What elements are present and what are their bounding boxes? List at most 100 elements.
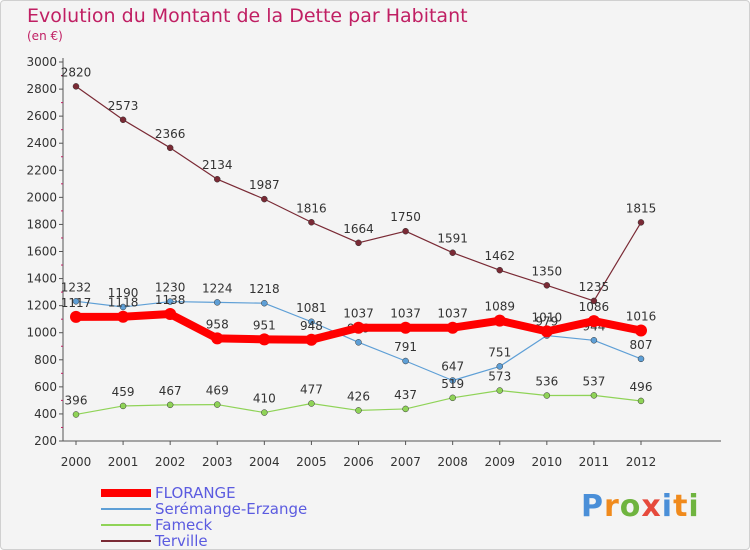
data-label-florange: 958: [206, 317, 229, 331]
data-point-terville: [590, 297, 598, 305]
data-label-florange: 1118: [108, 296, 139, 310]
data-label-ser-mange-erzange: 791: [394, 340, 417, 354]
data-point-fameck: [166, 401, 174, 409]
y-tick-label: 2800: [26, 82, 57, 96]
data-point-florange: [305, 333, 318, 346]
data-label-ser-mange-erzange: 751: [488, 345, 511, 359]
data-point-florange: [635, 324, 647, 337]
data-label-florange: 1037: [437, 307, 468, 321]
data-label-florange: 948: [300, 319, 323, 333]
data-point-florange: [164, 308, 177, 321]
data-point-ser-mange-erzange: [496, 363, 503, 370]
y-tick-label: 1800: [26, 217, 57, 231]
data-point-florange: [258, 333, 271, 346]
x-tick-label: 2000: [61, 455, 92, 469]
data-label-ser-mange-erzange: 1218: [249, 282, 280, 296]
data-label-ser-mange-erzange: 807: [630, 338, 653, 352]
data-label-florange: 1016: [626, 310, 657, 324]
data-point-florange: [540, 325, 553, 338]
data-label-ser-mange-erzange: 1190: [108, 286, 139, 300]
x-tick-label: 2008: [437, 455, 468, 469]
x-tick-label: 2007: [390, 455, 421, 469]
y-tick-label: 2400: [26, 136, 57, 150]
legend-label-florange: FLORANGE: [155, 484, 236, 502]
data-point-florange: [211, 332, 224, 345]
data-point-florange: [493, 314, 506, 327]
x-tick-label: 2006: [343, 455, 374, 469]
data-label-ser-mange-erzange: 1230: [155, 281, 186, 295]
data-point-fameck: [261, 409, 268, 416]
y-tick-label: 400: [34, 407, 57, 421]
legend-swatch-seremange: [101, 508, 151, 510]
data-label-florange: 1010: [532, 310, 563, 324]
y-tick-label: 1000: [26, 326, 57, 340]
x-tick-label: 2005: [296, 455, 327, 469]
legend-label-fameck: Fameck: [155, 516, 213, 534]
legend-label-seremange: Serémange-Erzange: [155, 500, 308, 518]
data-point-florange: [446, 321, 459, 334]
data-label-terville: 1235: [579, 280, 610, 294]
data-point-fameck: [355, 407, 362, 414]
data-point-terville: [355, 239, 362, 247]
legend-swatch-fameck: [101, 524, 151, 526]
legend-swatch-terville: [101, 540, 151, 542]
data-point-terville: [402, 227, 409, 235]
data-point-florange: [587, 315, 600, 328]
data-label-ser-mange-erzange: 1081: [296, 301, 327, 315]
data-label-fameck: 537: [582, 374, 605, 388]
data-point-ser-mange-erzange: [402, 357, 409, 365]
data-label-terville: 1664: [343, 222, 374, 236]
data-point-terville: [637, 219, 645, 226]
data-point-terville: [166, 144, 174, 152]
data-label-florange: 1086: [579, 300, 610, 314]
data-label-terville: 1350: [532, 264, 563, 278]
y-tick-label: 1400: [26, 272, 57, 286]
data-point-ser-mange-erzange: [355, 339, 362, 346]
x-tick-label: 2004: [249, 455, 280, 469]
x-tick-label: 2003: [202, 455, 233, 469]
data-label-fameck: 477: [300, 383, 323, 397]
data-label-florange: 1117: [61, 296, 92, 310]
chart-title: Evolution du Montant de la Dette par Hab…: [27, 5, 468, 27]
data-label-fameck: 396: [65, 393, 88, 407]
data-point-florange: [399, 321, 412, 334]
data-point-fameck: [496, 387, 503, 394]
y-tick-label: 2600: [26, 109, 57, 123]
data-label-ser-mange-erzange: 647: [441, 359, 464, 373]
data-label-fameck: 496: [630, 380, 653, 394]
data-point-terville: [308, 219, 315, 226]
data-label-florange: 951: [253, 318, 276, 332]
data-point-ser-mange-erzange: [72, 298, 80, 305]
data-label-fameck: 426: [347, 389, 370, 403]
data-label-florange: 1089: [484, 300, 515, 314]
proxiti-logo: Proxiti: [581, 489, 700, 524]
data-point-ser-mange-erzange: [637, 355, 645, 363]
data-point-terville: [496, 266, 503, 274]
data-label-terville: 2573: [108, 99, 139, 113]
y-tick-label: 1600: [26, 245, 57, 259]
legend-label-terville: Terville: [155, 532, 208, 550]
y-tick-label: 2000: [26, 190, 57, 204]
x-tick-label: 2001: [108, 455, 139, 469]
data-label-ser-mange-erzange: 1224: [202, 281, 233, 295]
y-tick-label: 600: [34, 380, 57, 394]
data-label-ser-mange-erzange: 1232: [61, 280, 92, 294]
y-tick-label: 800: [34, 353, 57, 367]
data-point-fameck: [543, 392, 551, 399]
data-point-fameck: [214, 401, 221, 408]
data-point-fameck: [402, 405, 409, 413]
data-label-terville: 1462: [484, 249, 515, 263]
data-label-terville: 1591: [437, 232, 468, 246]
data-point-terville: [214, 175, 221, 183]
data-point-ser-mange-erzange: [214, 299, 221, 306]
data-point-ser-mange-erzange: [590, 337, 598, 344]
data-point-ser-mange-erzange: [119, 303, 127, 311]
data-label-terville: 2134: [202, 158, 233, 172]
data-label-fameck: 459: [112, 385, 135, 399]
data-label-terville: 1815: [626, 201, 657, 215]
data-point-florange: [117, 310, 130, 323]
plot-area: [63, 56, 723, 441]
chart-unit: (en €): [27, 29, 63, 43]
data-point-terville: [261, 195, 268, 203]
